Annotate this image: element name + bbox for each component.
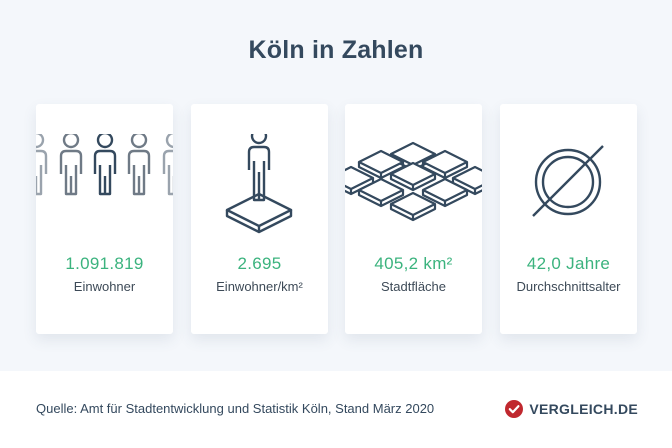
footer: Quelle: Amt für Stadtentwicklung und Sta…	[0, 371, 672, 448]
people-icon	[36, 134, 173, 196]
stat-value: 405,2 km²	[374, 254, 453, 273]
stat-card-area: 405,2 km² Stadtfläche	[345, 104, 482, 334]
stat-value: 1.091.819	[65, 254, 144, 273]
stat-card-density: 2.695 Einwohner/km²	[191, 104, 328, 334]
stat-value: 2.695	[237, 254, 282, 273]
average-icon	[532, 145, 604, 217]
brand-logo[interactable]: VERGLEICH.DE	[505, 399, 638, 419]
stat-card-population: 1.091.819 Einwohner	[36, 104, 173, 334]
check-circle-icon	[505, 400, 524, 418]
person-on-plot-icon	[225, 134, 293, 234]
stat-label: Durchschnittsalter	[516, 279, 621, 294]
area-tiles-icon	[345, 141, 482, 222]
brand-name: VERGLEICH.DE	[529, 401, 638, 417]
stat-card-average-age: 42,0 Jahre Durchschnittsalter	[500, 104, 637, 334]
stat-label: Stadtfläche	[380, 279, 447, 294]
stat-value: 42,0 Jahre	[526, 254, 611, 273]
stat-label: Einwohner/km²	[216, 279, 303, 294]
stat-label: Einwohner	[73, 279, 136, 294]
stats-cards: 1.091.819 Einwohner 2.695 Einwohner/km²	[36, 104, 637, 334]
page-title: Köln in Zahlen	[248, 36, 424, 64]
source-note: Quelle: Amt für Stadtentwicklung und Sta…	[36, 401, 435, 416]
